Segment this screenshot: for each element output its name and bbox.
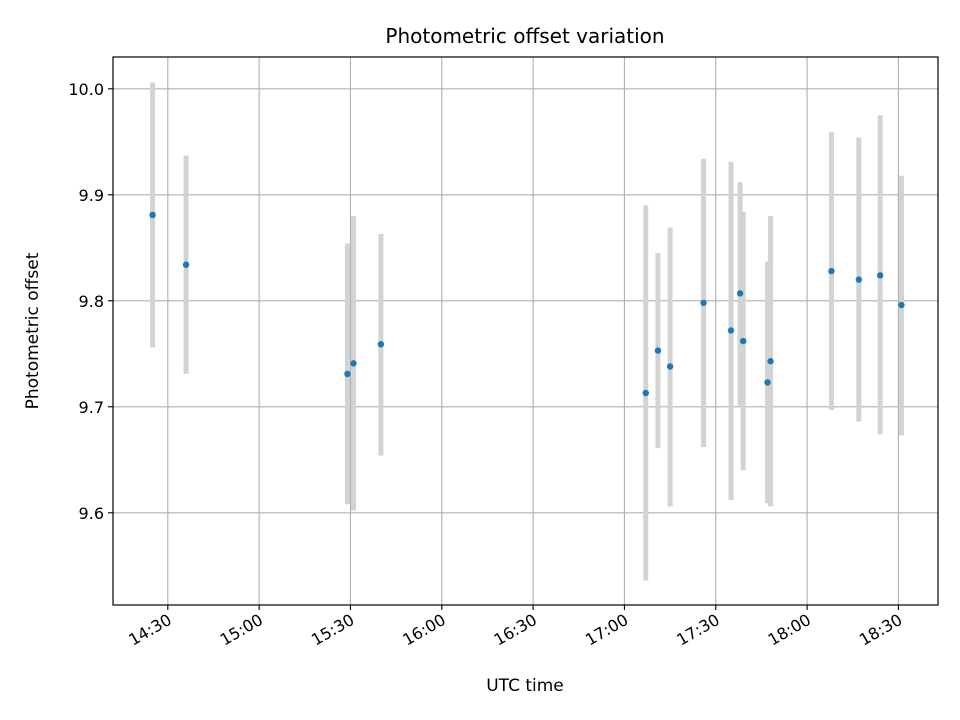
data-point — [739, 337, 747, 345]
data-point — [377, 341, 385, 348]
data-point — [876, 272, 884, 279]
data-point — [727, 327, 735, 334]
x-axis-label: UTC time — [486, 676, 564, 696]
data-point — [898, 301, 905, 309]
data-point — [654, 347, 662, 354]
data-point — [642, 389, 649, 397]
data-point — [767, 358, 774, 365]
point-layer — [149, 211, 905, 397]
data-point — [149, 211, 156, 219]
data-point — [764, 379, 771, 386]
grid-layer — [113, 57, 938, 605]
y-tick-label: 9.8 — [79, 292, 104, 311]
y-tick-label: 10.0 — [68, 80, 104, 99]
data-point — [736, 290, 744, 297]
data-point — [666, 363, 674, 370]
y-tick-label: 9.9 — [79, 186, 104, 205]
data-point — [700, 299, 707, 307]
data-point — [344, 370, 351, 378]
data-point — [182, 261, 190, 268]
y-tick-label: 9.7 — [79, 398, 104, 417]
data-point — [350, 360, 357, 367]
y-axis-label: Photometric offset — [23, 252, 43, 409]
y-tick-label: 9.6 — [79, 504, 104, 523]
axes-frame — [112, 56, 939, 606]
data-point — [828, 267, 835, 275]
data-point — [855, 276, 863, 283]
chart-title: Photometric offset variation — [385, 24, 664, 48]
y-axis: 9.6 9.7 9.8 9.9 10.0 — [68, 80, 113, 523]
